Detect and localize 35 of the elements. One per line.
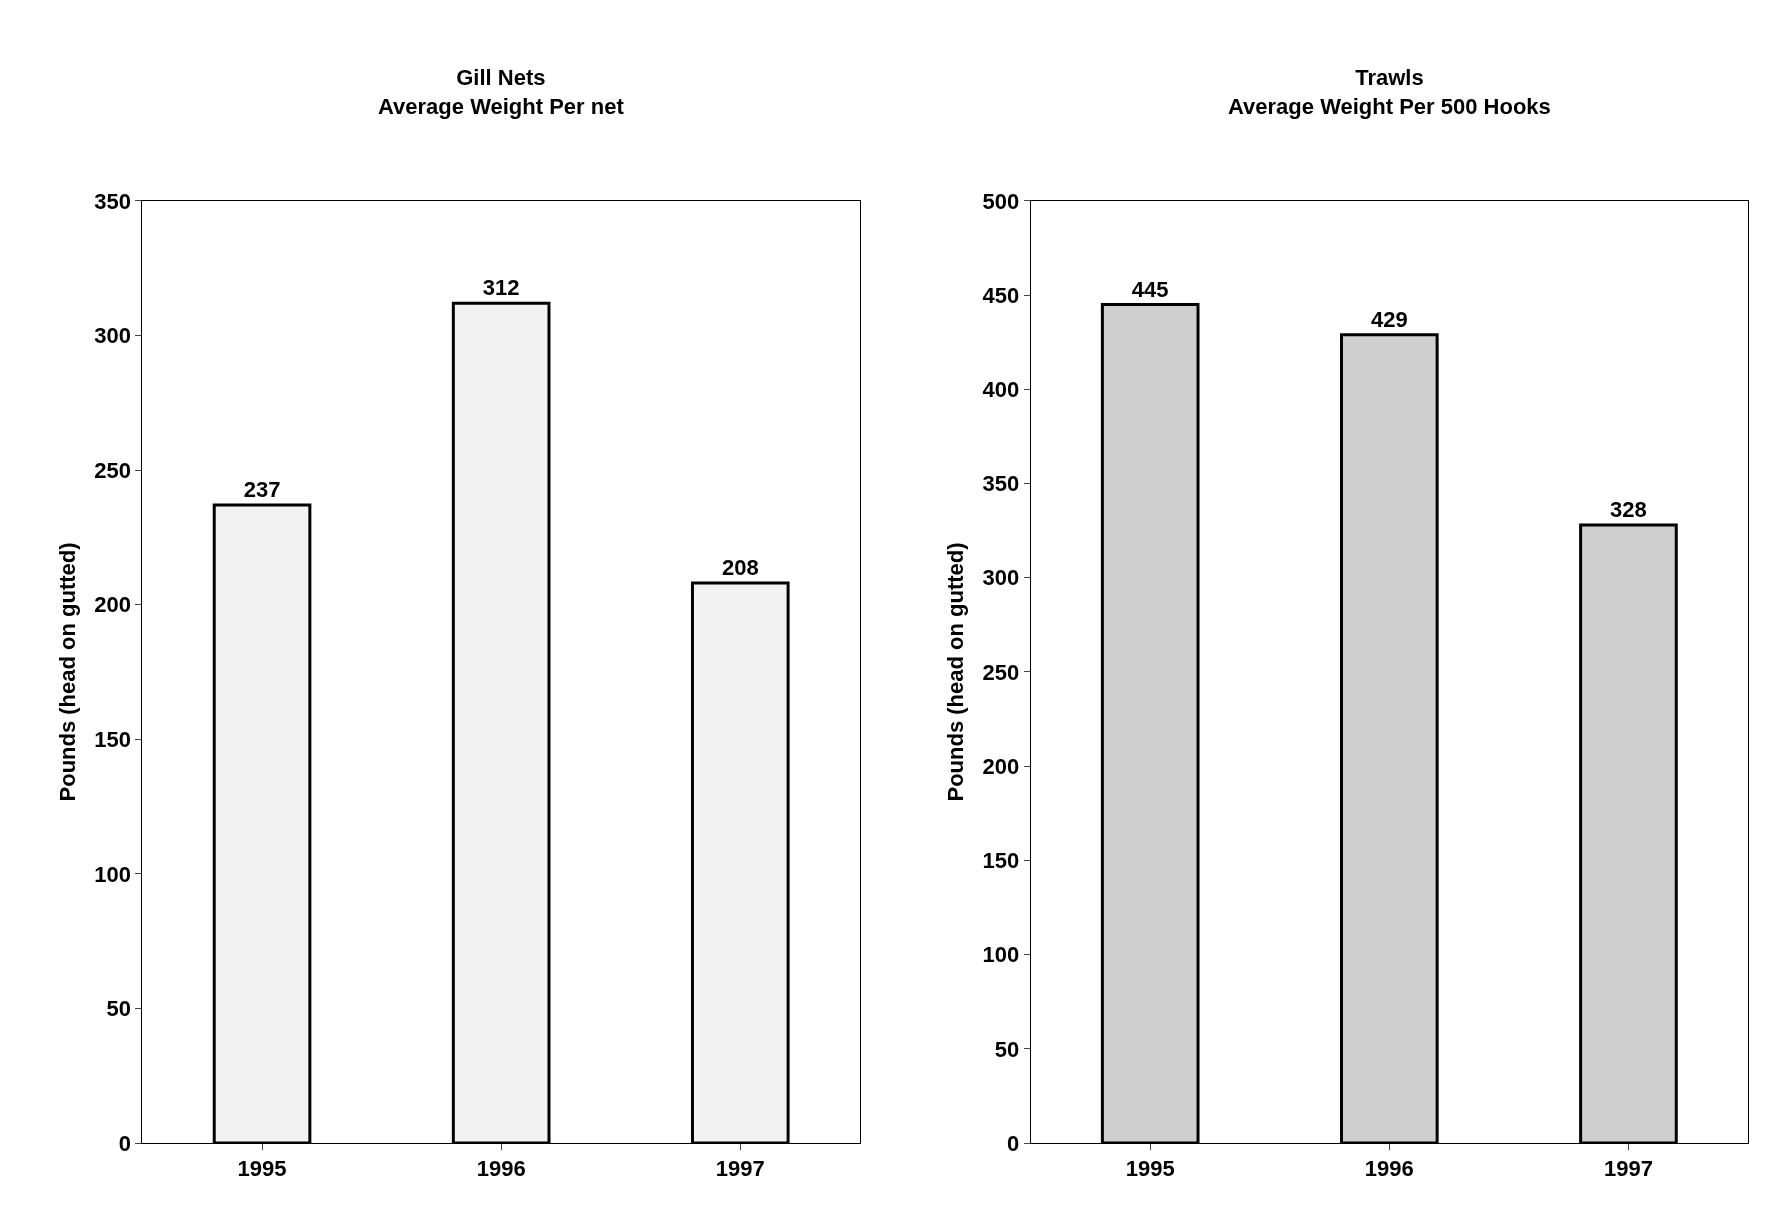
x-tick-label: 1995 bbox=[1125, 1156, 1175, 1182]
y-tick-label: 150 bbox=[982, 848, 1020, 874]
data-label: 237 bbox=[243, 477, 281, 503]
y-tick-label: 100 bbox=[982, 942, 1020, 968]
y-tick-label: 0 bbox=[1006, 1130, 1020, 1156]
y-axis-title: Pounds (head on gutted) bbox=[943, 542, 969, 802]
y-tick-label: 100 bbox=[94, 861, 132, 887]
y-tick-label: 150 bbox=[94, 726, 132, 752]
data-label: 312 bbox=[482, 275, 520, 301]
x-tick-label: 1996 bbox=[476, 1156, 526, 1182]
y-tick-label: 300 bbox=[94, 323, 132, 349]
y-tick-label: 400 bbox=[982, 377, 1020, 402]
y-tick-label: 250 bbox=[94, 457, 132, 483]
data-label: 208 bbox=[721, 555, 759, 581]
y-tick-label: 200 bbox=[94, 592, 132, 618]
y-tick-label: 500 bbox=[982, 188, 1020, 214]
y-tick-label: 300 bbox=[982, 565, 1020, 591]
x-tick-label: 1995 bbox=[237, 1156, 287, 1182]
y-axis-title: Pounds (head on gutted) bbox=[55, 542, 81, 802]
y-tick-label: 50 bbox=[994, 1036, 1020, 1062]
x-tick-label: 1997 bbox=[715, 1156, 765, 1182]
y-tick-label: 50 bbox=[106, 996, 132, 1022]
data-label: 328 bbox=[1610, 496, 1647, 522]
data-label: 445 bbox=[1131, 276, 1169, 302]
y-tick-label: 350 bbox=[982, 471, 1020, 497]
y-tick-label: 350 bbox=[94, 188, 132, 214]
y-tick-label: 200 bbox=[982, 753, 1020, 779]
y-tick-label: 450 bbox=[982, 282, 1020, 308]
x-tick-label: 1996 bbox=[1364, 1156, 1414, 1182]
x-tick-label: 1997 bbox=[1603, 1156, 1653, 1182]
chart-title: Trawls Average Weight Per 500 Hooks bbox=[1228, 65, 1551, 119]
data-label: 429 bbox=[1370, 306, 1408, 332]
y-tick-label: 0 bbox=[118, 1130, 132, 1156]
y-tick-label: 250 bbox=[982, 659, 1020, 685]
chart-title: Gill Nets Average Weight Per net bbox=[378, 65, 625, 119]
